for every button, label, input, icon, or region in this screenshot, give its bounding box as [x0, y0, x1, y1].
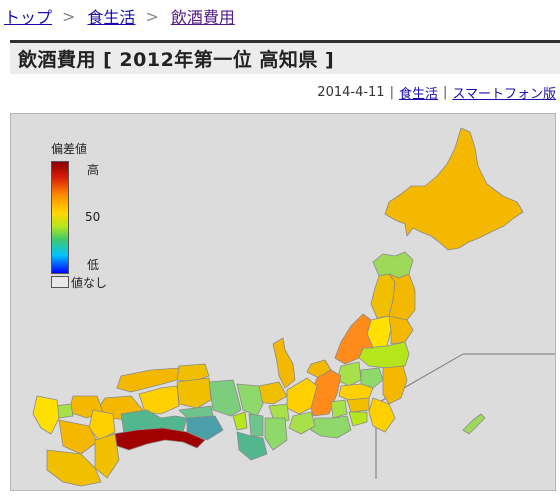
legend-title: 偏差値 — [51, 142, 88, 156]
prefecture-shimane[interactable] — [116, 367, 180, 393]
prefecture-tokyo[interactable] — [346, 397, 370, 413]
date-text: 2014-4-11 — [317, 85, 385, 100]
prefecture-nagasaki[interactable] — [32, 395, 60, 435]
prefecture-hiroshima[interactable] — [138, 385, 180, 415]
prefecture-aichi[interactable] — [288, 411, 316, 435]
prefecture-miyazaki[interactable] — [94, 433, 120, 479]
breadcrumb-current-link[interactable]: 飲酒費用 — [170, 8, 235, 27]
legend-low-label: 低 — [87, 258, 100, 272]
prefecture-kanagawa[interactable] — [348, 411, 368, 427]
divider: | — [389, 85, 394, 100]
prefecture-hyogo[interactable] — [208, 379, 242, 417]
prefecture-tokushima[interactable] — [186, 415, 224, 441]
japan-map: 偏差値 高 50 低 値なし — [10, 113, 556, 491]
prefecture-nara[interactable] — [248, 413, 264, 437]
prefecture-saitama[interactable] — [338, 383, 374, 401]
prefecture-shizuoka[interactable] — [310, 415, 352, 439]
breadcrumb-food-link[interactable]: 食生活 — [87, 8, 136, 27]
prefecture-gunma[interactable] — [336, 361, 362, 387]
prefecture-kumamoto[interactable] — [58, 419, 98, 455]
prefecture-hokkaido[interactable] — [384, 127, 524, 251]
prefecture-miyagi[interactable] — [388, 315, 414, 345]
prefecture-okinawa[interactable] — [462, 413, 486, 435]
prefecture-ibaraki[interactable] — [382, 365, 408, 405]
prefecture-osaka[interactable] — [232, 411, 248, 431]
legend-high-label: 高 — [87, 163, 100, 177]
breadcrumb-separator: > — [145, 6, 159, 26]
page-title: 飲酒費用 [ 2012年第一位 高知県 ] — [18, 49, 335, 71]
breadcrumb: トップ > 食生活 > 飲酒費用 — [4, 4, 235, 28]
prefecture-aomori[interactable] — [372, 251, 414, 279]
japan-map-svg — [32, 127, 555, 487]
divider: | — [442, 85, 448, 100]
prefecture-kagoshima[interactable] — [46, 449, 102, 487]
prefecture-tochigi[interactable] — [360, 367, 384, 389]
meta-line: 2014-4-11 | 食生活 | スマートフォン版 — [317, 83, 556, 102]
prefecture-kochi[interactable] — [112, 427, 206, 451]
prefecture-wakayama[interactable] — [236, 431, 268, 461]
legend-mid-label: 50 — [85, 210, 101, 224]
legend-no-value-swatch — [51, 276, 69, 288]
legend-color-bar — [51, 161, 69, 274]
breadcrumb-top-link[interactable]: トップ — [4, 8, 53, 27]
smartphone-link[interactable]: スマートフォン版 — [452, 87, 556, 102]
prefecture-niigata[interactable] — [334, 313, 374, 365]
prefecture-okayama[interactable] — [176, 377, 212, 409]
okinawa-inset-line — [375, 353, 555, 479]
breadcrumb-separator: > — [62, 6, 76, 26]
prefecture-fukui[interactable] — [258, 381, 288, 405]
prefecture-fukushima[interactable] — [358, 341, 410, 369]
prefecture-mie[interactable] — [264, 417, 288, 451]
prefecture-chiba[interactable] — [368, 397, 396, 433]
legend-no-value-label: 値なし — [71, 276, 108, 290]
prefecture-kyoto[interactable] — [236, 383, 264, 417]
title-bar: 飲酒費用 [ 2012年第一位 高知県 ] — [10, 40, 560, 74]
category-link[interactable]: 食生活 — [398, 87, 438, 102]
prefecture-ishikawa[interactable] — [272, 337, 296, 389]
prefecture-yamanashi[interactable] — [330, 399, 348, 419]
